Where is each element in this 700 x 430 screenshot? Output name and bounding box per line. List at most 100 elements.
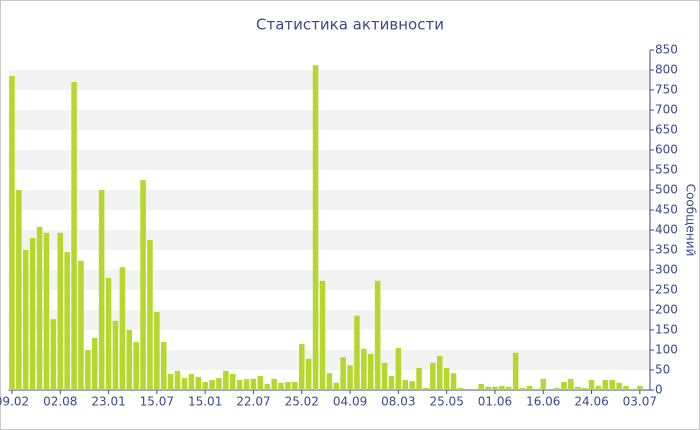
y-tick-label: 700 xyxy=(655,103,678,117)
bar xyxy=(29,238,36,390)
x-tick-label: 25.05 xyxy=(429,395,463,409)
bar xyxy=(264,384,271,390)
x-tick-label: 09.02 xyxy=(0,395,29,409)
bar xyxy=(243,379,250,390)
bar xyxy=(616,382,622,390)
grid-band xyxy=(8,270,650,290)
bar xyxy=(126,330,133,390)
bar xyxy=(381,362,388,390)
bar xyxy=(361,348,367,390)
bar xyxy=(112,320,119,390)
y-tick-label: 600 xyxy=(655,143,678,157)
bar xyxy=(85,350,91,390)
bar xyxy=(588,380,595,390)
x-tick-label: 03.07 xyxy=(623,395,657,409)
bar xyxy=(499,386,505,390)
chart-title: Статистика активности xyxy=(256,16,444,34)
bar xyxy=(271,378,277,390)
y-tick-label: 200 xyxy=(655,303,678,317)
y-tick-label: 300 xyxy=(655,263,678,277)
bar xyxy=(402,380,409,390)
bar xyxy=(333,382,340,390)
bar xyxy=(223,370,229,390)
bar xyxy=(478,384,484,390)
bar xyxy=(250,378,257,390)
bar xyxy=(581,388,588,390)
bar xyxy=(464,388,471,390)
bar xyxy=(154,312,160,390)
bar xyxy=(209,380,215,390)
bar xyxy=(485,386,491,390)
bar xyxy=(409,381,415,390)
bar xyxy=(64,252,70,390)
bar xyxy=(216,378,222,390)
grid-band xyxy=(8,150,650,170)
bar xyxy=(305,358,312,390)
bar xyxy=(512,352,519,390)
bar xyxy=(450,373,457,390)
bar xyxy=(78,260,84,390)
bar xyxy=(554,388,560,390)
y-tick-label: 650 xyxy=(655,123,678,137)
bar xyxy=(181,378,188,390)
x-tick-label: 01.06 xyxy=(478,395,512,409)
bar xyxy=(430,362,436,390)
bar xyxy=(471,388,478,390)
x-tick-label: 15.01 xyxy=(188,395,222,409)
x-tick-label: 22.07 xyxy=(236,395,270,409)
bar xyxy=(326,373,333,390)
bar xyxy=(492,386,498,390)
y-tick-label: 250 xyxy=(655,283,678,297)
bar xyxy=(105,278,112,390)
bar xyxy=(416,368,422,390)
bar xyxy=(630,388,636,390)
bar xyxy=(147,240,153,390)
bar xyxy=(22,250,29,390)
bar xyxy=(595,386,602,390)
bar xyxy=(278,382,284,390)
bar xyxy=(202,382,208,390)
y-tick-label: 500 xyxy=(655,183,678,197)
bar xyxy=(188,374,195,390)
bar xyxy=(340,357,346,390)
x-tick-label: 04.09 xyxy=(333,395,367,409)
bar xyxy=(43,232,50,390)
bar xyxy=(374,280,381,390)
bar xyxy=(561,382,567,390)
grid-band xyxy=(8,350,650,370)
bar xyxy=(637,386,643,390)
bar xyxy=(292,382,298,390)
y-tick-label: 550 xyxy=(655,163,678,177)
bar xyxy=(443,368,450,390)
bar xyxy=(423,388,429,390)
bar xyxy=(36,226,43,390)
grid-band xyxy=(8,190,650,210)
bar xyxy=(285,382,291,390)
grid-band xyxy=(8,110,650,130)
x-tick-label: 24.06 xyxy=(574,395,608,409)
x-tick-label: 08.03 xyxy=(381,395,415,409)
bar xyxy=(319,280,326,390)
bar xyxy=(547,388,553,390)
bar xyxy=(16,190,22,390)
y-tick-label: 450 xyxy=(655,203,678,217)
bar xyxy=(519,388,526,390)
bar xyxy=(71,82,77,390)
bar xyxy=(167,374,174,390)
bar xyxy=(388,376,395,390)
bar xyxy=(347,365,353,390)
bar xyxy=(436,356,443,390)
y-tick-label: 350 xyxy=(655,243,678,257)
bar xyxy=(526,386,533,390)
bar xyxy=(505,386,512,390)
y-tick-label: 50 xyxy=(655,363,670,377)
bar xyxy=(533,388,540,390)
y-tick-label: 800 xyxy=(655,63,678,77)
y-tick-label: 400 xyxy=(655,223,678,237)
bar xyxy=(354,315,360,390)
bar xyxy=(9,76,15,390)
bar xyxy=(574,386,581,390)
bar xyxy=(568,378,574,390)
bar xyxy=(229,374,236,390)
